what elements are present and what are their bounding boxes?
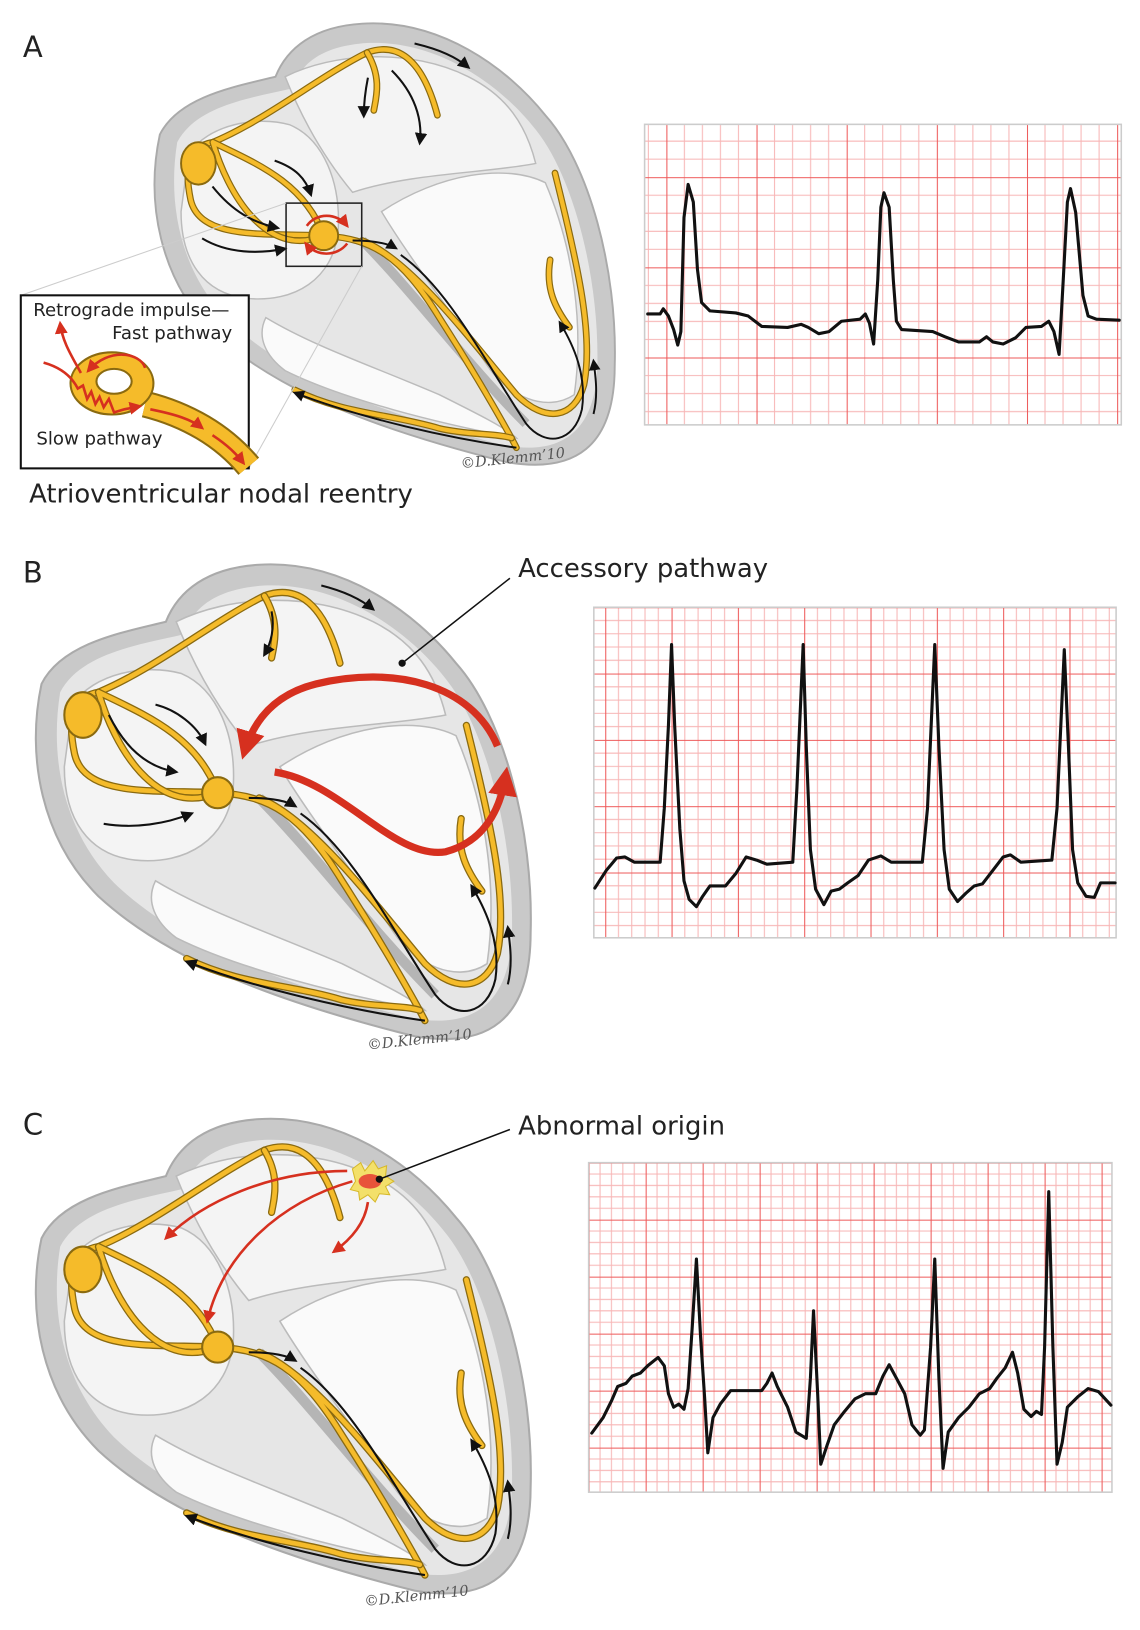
inset-label-slow-pathway: Slow pathway bbox=[36, 429, 162, 450]
ectopic-focus bbox=[358, 1174, 382, 1189]
heart-diagram bbox=[36, 1119, 531, 1594]
panel-a: A Retrograde impulse— bbox=[19, 23, 1123, 510]
ecg-trace bbox=[590, 1190, 1113, 1470]
ecg-strip bbox=[587, 1161, 1113, 1493]
inset-label-fast-pathway: Fast pathway bbox=[112, 323, 232, 344]
panel-letter: A bbox=[23, 30, 43, 64]
panel-letter: C bbox=[23, 1108, 43, 1142]
callout-accessory-pathway: Accessory pathway bbox=[518, 554, 768, 584]
ecg-strip bbox=[593, 606, 1117, 939]
callout-line bbox=[379, 1128, 511, 1180]
accessory-pathway-arrow bbox=[236, 673, 501, 760]
heart-diagram bbox=[36, 564, 531, 1039]
reentry-arrow bbox=[274, 766, 517, 856]
panel-letter: B bbox=[23, 555, 43, 589]
callout-line bbox=[401, 577, 511, 664]
ecg-trace bbox=[646, 182, 1121, 356]
ecg-grid bbox=[643, 123, 1123, 426]
inset-label-retrograde: Retrograde impulse— bbox=[33, 300, 229, 321]
callout-abnormal-origin: Abnormal origin bbox=[518, 1112, 725, 1142]
ecg-grid bbox=[587, 1161, 1113, 1493]
panel-b: B Accessory pathway ©D.Klemm’10 bbox=[23, 554, 1117, 1054]
panel-c: C Abnormal origin ©D.Klemm’10 bbox=[23, 1108, 1113, 1610]
ecg-trace bbox=[593, 642, 1117, 909]
ecg-strip bbox=[643, 123, 1123, 426]
inset-detail: Retrograde impulse— Fast pathway Slow pa… bbox=[19, 294, 260, 476]
heart-diagram bbox=[20, 23, 615, 468]
zoom-highlight-box bbox=[285, 202, 363, 268]
panel-caption: Atrioventricular nodal reentry bbox=[29, 480, 413, 510]
ecg-grid bbox=[593, 606, 1117, 939]
